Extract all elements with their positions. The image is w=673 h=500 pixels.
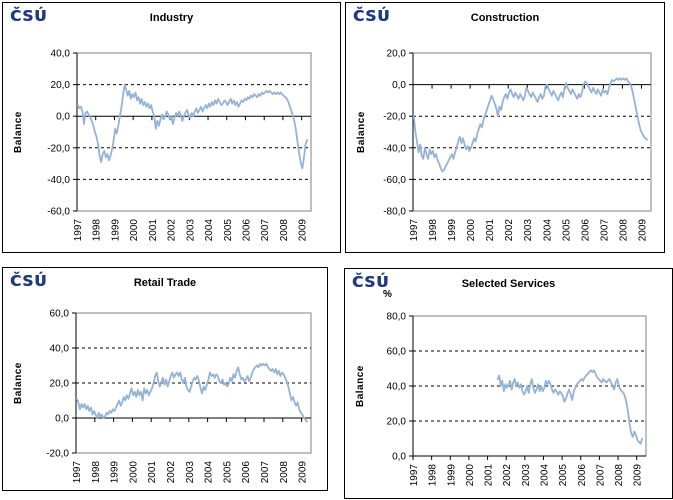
- svg-text:2003: 2003: [185, 219, 196, 242]
- svg-text:2009: 2009: [298, 461, 309, 484]
- svg-text:2000: 2000: [128, 461, 139, 484]
- svg-text:0,0: 0,0: [56, 112, 70, 123]
- svg-text:2009: 2009: [298, 219, 309, 242]
- svg-text:1999: 1999: [446, 464, 457, 487]
- svg-text:0,0: 0,0: [55, 414, 69, 425]
- svg-text:-20,0: -20,0: [383, 112, 406, 123]
- svg-text:2001: 2001: [147, 461, 158, 484]
- svg-text:80,0: 80,0: [387, 312, 407, 323]
- svg-text:60,0: 60,0: [387, 347, 407, 358]
- svg-text:2002: 2002: [504, 219, 515, 242]
- csu-logo: ČSÚ: [10, 7, 48, 25]
- svg-text:2002: 2002: [166, 461, 177, 484]
- svg-text:-60,0: -60,0: [383, 175, 406, 186]
- percent-unit-label: %: [383, 289, 392, 300]
- svg-text:2006: 2006: [241, 219, 252, 242]
- svg-text:40,0: 40,0: [50, 344, 70, 355]
- svg-text:2004: 2004: [542, 219, 553, 242]
- y-axis-title: Balance: [13, 111, 24, 153]
- svg-text:2005: 2005: [222, 461, 233, 484]
- svg-text:2000: 2000: [466, 219, 477, 242]
- svg-text:2004: 2004: [204, 219, 215, 242]
- svg-text:2001: 2001: [148, 219, 159, 242]
- svg-text:2002: 2002: [167, 219, 178, 242]
- csu-logo: ČSÚ: [10, 272, 48, 290]
- svg-text:2008: 2008: [279, 461, 290, 484]
- svg-text:20,0: 20,0: [387, 417, 407, 428]
- y-axis-title: Balance: [13, 362, 24, 404]
- svg-text:1998: 1998: [428, 219, 439, 242]
- svg-text:2006: 2006: [580, 219, 591, 242]
- svg-text:2001: 2001: [484, 464, 495, 487]
- svg-text:2000: 2000: [129, 219, 140, 242]
- svg-text:60,0: 60,0: [50, 309, 70, 320]
- y-axis-title: Balance: [355, 365, 366, 407]
- chart-construction: 20,0 0,0 -20,0 -40,0 -60,0 -80,0 1997 1998 1999 2…: [345, 2, 665, 253]
- svg-text:1997: 1997: [72, 461, 83, 484]
- svg-text:2008: 2008: [614, 464, 625, 487]
- svg-text:2006: 2006: [577, 464, 588, 487]
- svg-text:1999: 1999: [447, 219, 458, 242]
- chart-retail-trade: 60,0 40,0 20,0 0,0 -20,0 1997 1998 1999 2000 2001…: [2, 267, 328, 491]
- csu-logo: ČSÚ: [352, 273, 390, 291]
- svg-text:-40,0: -40,0: [47, 175, 70, 186]
- svg-text:2000: 2000: [465, 464, 476, 487]
- svg-text:1999: 1999: [110, 219, 121, 242]
- svg-text:40,0: 40,0: [387, 382, 407, 393]
- svg-text:2007: 2007: [595, 464, 606, 487]
- svg-text:1997: 1997: [409, 464, 420, 487]
- chart-title-selected-services: Selected Services: [461, 278, 556, 290]
- svg-text:2007: 2007: [599, 219, 610, 242]
- svg-text:40,0: 40,0: [51, 49, 71, 60]
- svg-text:1997: 1997: [409, 219, 420, 242]
- csu-logo: ČSÚ: [353, 7, 391, 25]
- svg-text:2008: 2008: [279, 219, 290, 242]
- svg-text:-20,0: -20,0: [47, 143, 70, 154]
- chart-title-industry: Industry: [149, 12, 194, 24]
- svg-text:2001: 2001: [485, 219, 496, 242]
- svg-text:2002: 2002: [502, 464, 513, 487]
- svg-text:1998: 1998: [91, 461, 102, 484]
- chart-industry: 40,0 20,0 0,0 -20,0 -40,0 -60,0 1997 1998 1999 20…: [2, 2, 341, 253]
- svg-text:-40,0: -40,0: [383, 143, 406, 154]
- svg-text:2008: 2008: [618, 219, 629, 242]
- svg-text:20,0: 20,0: [50, 379, 70, 390]
- svg-text:2003: 2003: [523, 219, 534, 242]
- svg-text:20,0: 20,0: [51, 80, 71, 91]
- svg-text:1999: 1999: [110, 461, 121, 484]
- svg-text:1997: 1997: [73, 219, 84, 242]
- svg-text:2003: 2003: [521, 464, 532, 487]
- svg-text:2004: 2004: [204, 461, 215, 484]
- svg-text:20,0: 20,0: [387, 49, 407, 60]
- svg-text:2007: 2007: [260, 461, 271, 484]
- chart-title-retail-trade: Retail Trade: [133, 277, 197, 289]
- y-axis-title: Balance: [356, 111, 367, 153]
- svg-text:2005: 2005: [223, 219, 234, 242]
- svg-text:1998: 1998: [92, 219, 103, 242]
- svg-text:2009: 2009: [637, 219, 648, 242]
- svg-text:1998: 1998: [428, 464, 439, 487]
- svg-text:0,0: 0,0: [392, 80, 406, 91]
- svg-text:-80,0: -80,0: [383, 207, 406, 218]
- chart-title-construction: Construction: [470, 12, 540, 24]
- svg-text:2006: 2006: [241, 461, 252, 484]
- svg-text:0,0: 0,0: [392, 452, 406, 463]
- svg-text:-20,0: -20,0: [46, 449, 69, 460]
- svg-text:2005: 2005: [561, 219, 572, 242]
- svg-text:2004: 2004: [539, 464, 550, 487]
- svg-text:2005: 2005: [558, 464, 569, 487]
- svg-text:2003: 2003: [185, 461, 196, 484]
- svg-text:2007: 2007: [260, 219, 271, 242]
- svg-text:2009: 2009: [633, 464, 644, 487]
- chart-selected-services: 80,0 60,0 40,0 20,0 0,0 1997 1998 1999 2000 2001 2…: [344, 268, 673, 499]
- svg-text:-60,0: -60,0: [47, 207, 70, 218]
